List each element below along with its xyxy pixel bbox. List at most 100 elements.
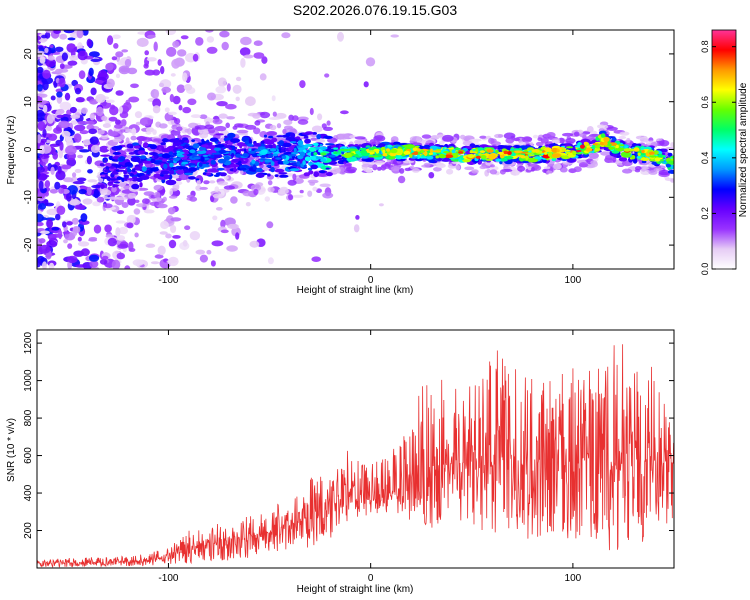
- heatmap-cell: [104, 169, 109, 173]
- heatmap-cell: [264, 196, 270, 202]
- heatmap-cell: [45, 58, 56, 68]
- heatmap-cell: [606, 126, 618, 131]
- heatmap-cell: [649, 155, 657, 158]
- heatmap-cell: [525, 155, 529, 161]
- snr-frame: [36, 329, 675, 569]
- heatmap-cell: [55, 170, 66, 181]
- heatmap-cell: [53, 30, 61, 34]
- heatmap-cell: [289, 132, 296, 138]
- heatmap-cell: [420, 149, 424, 154]
- heatmap-cell: [130, 83, 139, 89]
- heatmap-cell: [292, 194, 304, 198]
- heatmap-cell: [296, 161, 301, 166]
- heatmap-cell: [403, 150, 411, 155]
- heatmap-cell: [248, 138, 252, 144]
- heatmap-cell: [165, 233, 172, 239]
- heatmap-cell: [65, 145, 77, 156]
- heatmap-cell: [121, 202, 129, 208]
- heatmap-cell: [562, 132, 574, 137]
- x-tick-label: 0: [368, 573, 374, 584]
- heatmap-cell: [58, 120, 70, 129]
- heatmap-cell: [77, 121, 88, 125]
- heatmap-y-ticks: -20 -10 0 10 20: [23, 48, 674, 252]
- heatmap-cell: [60, 164, 72, 170]
- heatmap-cell: [39, 154, 50, 159]
- heatmap-cell: [267, 257, 274, 265]
- heatmap-cell: [182, 240, 188, 247]
- heatmap-cell: [136, 203, 148, 208]
- heatmap-cell: [607, 143, 612, 147]
- heatmap-cell: [47, 55, 55, 61]
- heatmap-cell: [130, 173, 134, 177]
- heatmap-cell: [309, 156, 317, 160]
- heatmap-cell: [91, 184, 103, 189]
- heatmap-cell: [631, 155, 636, 160]
- heatmap-cell: [90, 144, 101, 153]
- heatmap-cell: [223, 185, 235, 190]
- heatmap-cell: [255, 173, 265, 179]
- heatmap-cell: [397, 175, 406, 184]
- heatmap-cell: [315, 139, 326, 143]
- heatmap-cell: [488, 154, 497, 160]
- heatmap-cell: [585, 147, 593, 152]
- heatmap-cell: [142, 198, 150, 205]
- heatmap-cell: [128, 96, 140, 103]
- heatmap-cell: [107, 237, 117, 247]
- heatmap-cell: [347, 148, 357, 152]
- heatmap-cell: [98, 69, 108, 80]
- heatmap-cell: [267, 154, 274, 158]
- heatmap-cell: [348, 135, 357, 139]
- heatmap-cell: [86, 38, 92, 47]
- heatmap-cell: [667, 169, 674, 174]
- heatmap-cell: [224, 156, 231, 161]
- heatmap-cell: [139, 155, 147, 160]
- heatmap-cell: [611, 150, 620, 154]
- heatmap-cell: [118, 65, 130, 75]
- heatmap-cell: [384, 161, 392, 167]
- heatmap-cell: [191, 139, 196, 143]
- heatmap-cell: [313, 171, 320, 178]
- heatmap-cell: [111, 259, 121, 269]
- heatmap-cell: [69, 199, 81, 206]
- heatmap-cell: [97, 129, 105, 135]
- heatmap-cell: [37, 121, 46, 131]
- heatmap-cell: [451, 152, 459, 159]
- heatmap-cell: [316, 134, 322, 140]
- heatmap-cell: [90, 58, 101, 62]
- heatmap-cell: [284, 125, 293, 130]
- heatmap-cell: [89, 113, 95, 121]
- heatmap-cell: [116, 165, 121, 168]
- heatmap-cell: [102, 255, 109, 260]
- heatmap-cell: [81, 107, 88, 114]
- heatmap-cell: [378, 203, 384, 207]
- heatmap-cell: [171, 124, 178, 130]
- heatmap-cell: [209, 137, 219, 142]
- heatmap-cell: [264, 159, 273, 163]
- heatmap-cell: [576, 149, 582, 153]
- heatmap-cell: [39, 145, 45, 150]
- heatmap-cell: [218, 149, 227, 154]
- heatmap-cell: [426, 155, 434, 160]
- heatmap-cell: [180, 35, 189, 40]
- heatmap-cell: [514, 150, 523, 153]
- heatmap-cell: [513, 137, 520, 142]
- y-tick-label: 1000: [23, 369, 34, 392]
- heatmap-cell: [230, 196, 238, 204]
- heatmap-cell: [131, 168, 136, 173]
- heatmap-cell: [324, 73, 330, 78]
- heatmap-cell: [139, 182, 143, 188]
- heatmap-cell: [578, 162, 588, 168]
- heatmap-cell: [94, 79, 104, 84]
- heatmap-cell: [288, 194, 293, 201]
- heatmap-cell: [218, 113, 228, 119]
- heatmap-cell: [573, 166, 582, 173]
- heatmap-cell: [311, 125, 323, 133]
- heatmap-cell: [261, 149, 268, 154]
- heatmap-cell: [54, 46, 64, 52]
- heatmap-cell: [204, 124, 215, 130]
- heatmap-cell: [169, 138, 180, 143]
- heatmap-cell: [574, 152, 583, 155]
- heatmap-cell: [224, 135, 228, 139]
- heatmap-cell: [161, 153, 171, 159]
- heatmap-cell: [199, 114, 208, 119]
